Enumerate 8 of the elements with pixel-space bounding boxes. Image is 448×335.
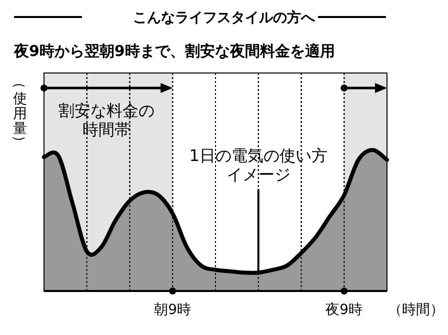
chart-subtitle: 夜9時から翌朝9時まで、割安な夜間料金を適用: [13, 42, 335, 60]
text: 割安な料金の時間帯: [57, 101, 156, 139]
chart-title: こんなライフスタイルの方へ: [133, 9, 316, 26]
x-axis-title: （時間）: [388, 302, 444, 318]
y-axis-title: （使用量）: [11, 75, 27, 149]
annotation: 1日の電気の使い方イメージ: [188, 146, 328, 184]
x-tick-label: 朝9時: [154, 302, 192, 318]
x-tick-label: 夜9時: [326, 302, 363, 318]
